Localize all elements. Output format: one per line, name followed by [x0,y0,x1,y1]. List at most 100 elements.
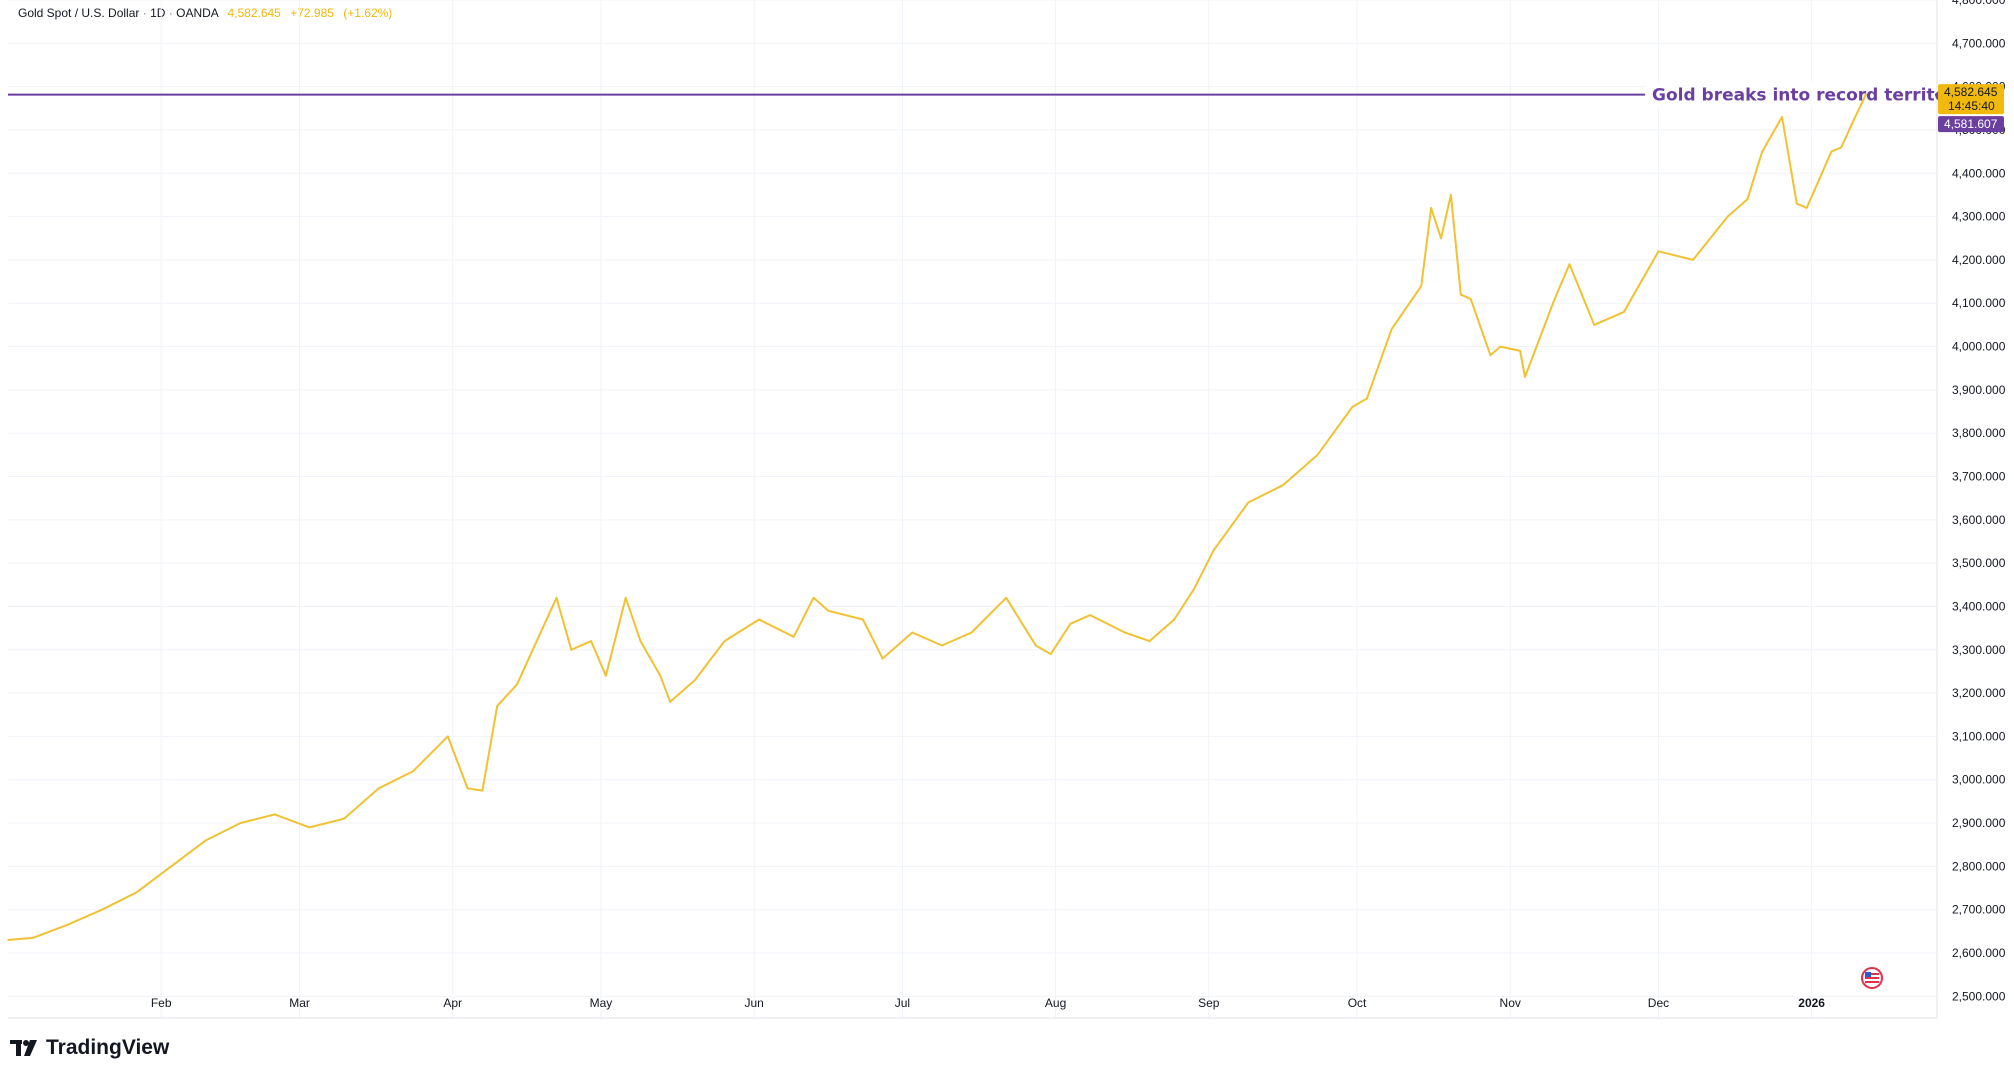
annotation-label-background [1645,82,1935,107]
source-label: OANDA [176,6,219,20]
series-point [1282,484,1284,486]
countdown-badge-text: 14:45:40 [1948,99,1995,113]
y-tick-label: 2,900.000 [1952,816,2006,830]
x-axis[interactable]: Feb Mar Apr May Jun Jul Aug Sep Oct Nov Dec 2026 [151,996,1825,1010]
series-point [1657,250,1660,253]
header-price: 4,582.645 [227,6,281,20]
series-point [1830,150,1833,153]
series-point [535,640,538,642]
series-point [1430,207,1432,209]
series-point [274,813,276,816]
series-point [694,679,696,681]
series-point [555,597,558,599]
tradingview-logo-text: TradingView [46,1036,170,1059]
y-tick-label: 2,800.000 [1952,859,2006,873]
series-point [1005,597,1007,599]
series-point [1351,406,1353,409]
series-point [1623,311,1625,313]
series-point [1761,150,1764,153]
series-point [659,674,662,677]
series-point [31,937,34,939]
series-point [1692,259,1694,261]
header-separator: · [142,6,147,20]
chart-header: Gold Spot / U.S. Dollar · 1D · OANDA 4,5… [18,6,392,20]
current-price-badge-text: 4,582.645 [1944,85,1998,99]
y-tick-label: 3,800.000 [1952,426,2006,440]
series-point [1524,376,1526,378]
y-tick-label: 4,200.000 [1952,253,2006,267]
header-separator: · [168,6,173,20]
series-point [1212,549,1215,551]
series-point [1440,237,1442,240]
y-tick-label: 4,800.000 [1952,0,2006,7]
us-flag-icon[interactable] [1861,967,1883,989]
series-point [516,683,518,686]
series-point [1568,263,1571,266]
price-series-line [7,93,1867,941]
y-tick-label: 3,600.000 [1952,513,2006,527]
series-point [1593,324,1596,326]
series-point [1049,653,1052,655]
y-tick-label: 3,000.000 [1952,773,2006,787]
symbol-name[interactable]: Gold Spot / U.S. Dollar [18,6,140,20]
line-price-badge [1938,116,2004,133]
series-point [239,822,242,824]
series-point [1193,588,1195,590]
series-point [862,618,864,621]
grid [8,0,1937,1018]
y-axis[interactable]: 2,500.000 2,600.000 2,700.000 2,800.000 2,90… [1952,0,2006,1003]
series-point [496,705,499,707]
series-point [1390,328,1393,331]
tradingview-logo[interactable]: TradingView [10,1036,169,1060]
x-tick-label: Sep [1198,996,1220,1010]
y-tick-label: 3,300.000 [1952,643,2006,657]
y-tick-label: 3,500.000 [1952,556,2006,570]
series-point [412,770,415,772]
x-tick-label: Dec [1648,996,1669,1010]
series-point [1865,93,1867,95]
series-point [170,865,172,868]
series-point [941,644,943,647]
series-point [1123,631,1126,634]
series-point [1781,116,1783,118]
y-tick-label: 4,400.000 [1952,166,2006,180]
series-point [1366,397,1368,400]
series-point [792,635,795,638]
annotation-layer[interactable]: Gold breaks into record territory [8,82,1966,107]
y-tick-label: 4,100.000 [1952,296,2006,310]
series-point [970,631,973,634]
series-layer [7,93,1867,941]
y-tick-label: 3,700.000 [1952,470,2006,484]
current-price-badge [1938,84,2004,115]
series-point [827,610,830,612]
x-tick-label: Jun [744,996,763,1010]
series-point [1553,298,1556,300]
series-point [590,640,592,642]
annotation-label[interactable]: Gold breaks into record territory [1652,86,1966,106]
series-point [1035,644,1037,647]
x-tick-label: May [590,996,613,1010]
series-point [1069,622,1072,625]
series-point [204,839,207,842]
x-tick-label: Aug [1045,996,1066,1010]
series-point [343,817,345,820]
series-point [101,908,103,911]
x-tick-label: Jul [895,996,910,1010]
y-tick-label: 3,100.000 [1952,729,2006,743]
series-point [605,674,607,677]
x-tick-label: Mar [289,996,310,1010]
line-price-badge-text: 4,581.607 [1944,117,1998,131]
series-point [1796,202,1798,205]
series-point [758,618,760,621]
series-point [1469,298,1472,300]
series-point [624,597,627,599]
series-point [1450,194,1452,196]
series-point [1489,354,1492,357]
series-point [1173,618,1175,621]
y-tick-label: 4,300.000 [1952,210,2006,224]
series-point [66,924,69,926]
series-point [911,631,914,634]
y-tick-label: 4,000.000 [1952,340,2006,354]
series-point [812,597,815,599]
